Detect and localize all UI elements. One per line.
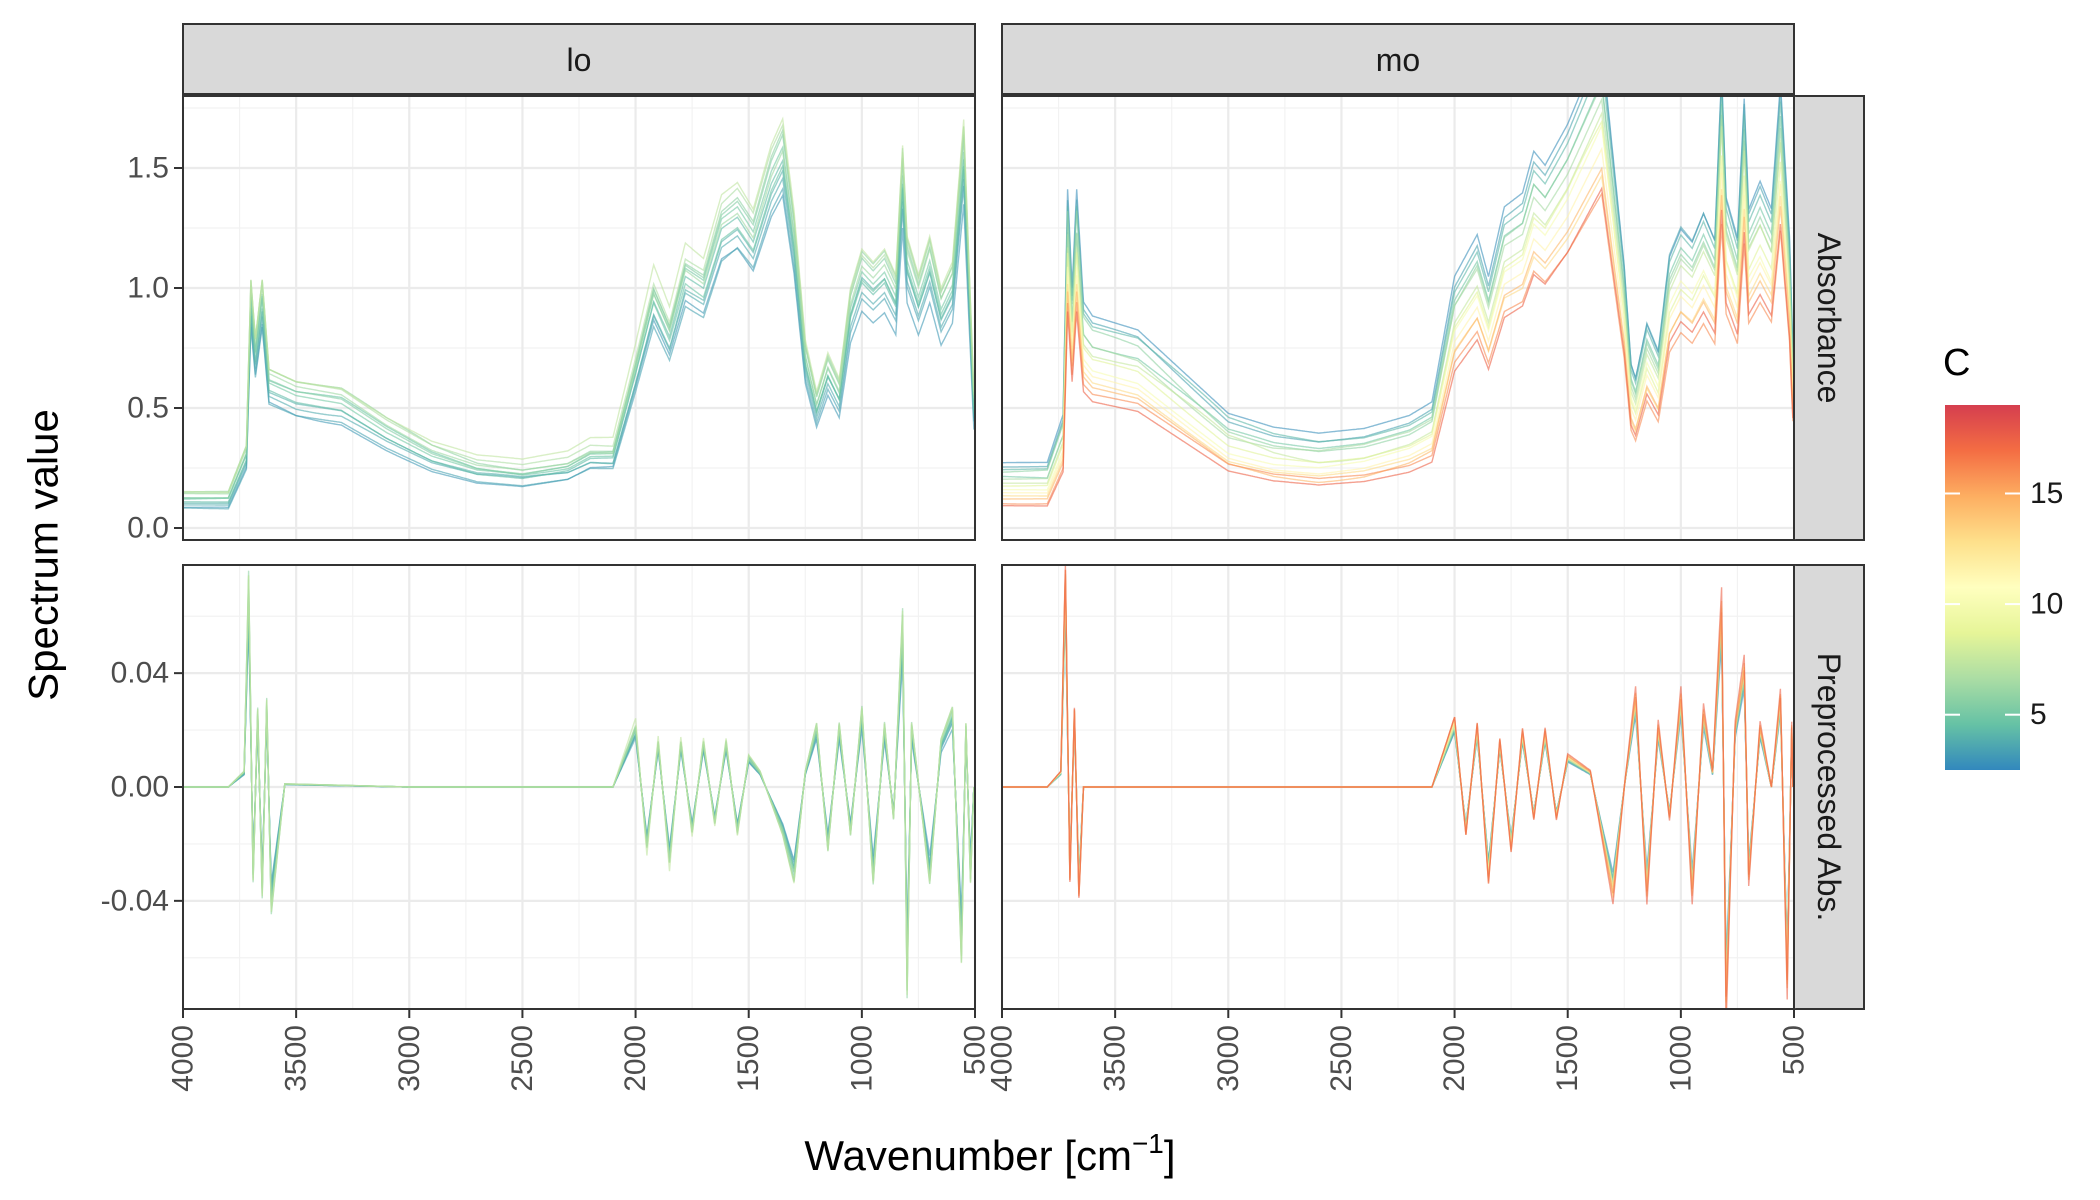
spectrum-line [1002, 111, 1794, 484]
y-tick-label: 0.04 [111, 657, 169, 690]
x-tick-label: 3000 [393, 1025, 426, 1092]
spectra-lines [183, 116, 975, 510]
y-tick-label: -0.04 [101, 884, 169, 917]
panel-mo-absorbance [1000, 95, 1796, 541]
spectrum-line [1002, 119, 1794, 487]
strip-column-mo: mo [1001, 23, 1795, 95]
legend-tick-label: 5 [2030, 698, 2047, 731]
panel-lo-absorbance [181, 95, 977, 541]
spectrum-line [183, 185, 975, 510]
panel-mo-preprocessed [1000, 564, 1796, 1010]
spectrum-line [1002, 96, 1794, 471]
panel-border [1001, 95, 1795, 541]
spectrum-line [1002, 565, 1794, 1009]
y-axis-ticks: 0.0 0.5 1.0 1.5 -0.04 0.00 0.04 [101, 152, 183, 917]
x-tick-label: 4000 [167, 1025, 200, 1092]
spectrum-line [183, 134, 975, 495]
strip-column-lo: lo [182, 23, 976, 95]
spectrum-line [183, 116, 975, 493]
x-tick-label: 3500 [280, 1025, 313, 1092]
legend-tick-label: 15 [2030, 477, 2063, 510]
colorbar [1945, 405, 2020, 770]
x-axis-title: Wavenumber [cm−1] [804, 1128, 1175, 1179]
strip-row-preprocessed: Preprocessed Abs. [1793, 564, 1865, 1010]
panel-lo-preprocessed [181, 564, 977, 1010]
x-tick-label: 2500 [1325, 1025, 1358, 1092]
facet-label-lo: lo [567, 42, 592, 78]
panels [181, 95, 1796, 1010]
spectrum-line [1002, 186, 1794, 507]
facet-label-absorbance: Absorbance [1811, 233, 1847, 404]
x-tick-label: 3000 [1212, 1025, 1245, 1092]
x-tick-label: 1500 [1551, 1025, 1584, 1092]
y-axis-title: Spectrum value [20, 409, 67, 701]
x-tick-label: 500 [1778, 1025, 1811, 1075]
x-tick-label: 1000 [1664, 1025, 1697, 1092]
legend-tick-label: 10 [2030, 588, 2063, 621]
y-tick-label: 0.0 [127, 512, 169, 545]
y-tick-label: 1.0 [127, 272, 169, 305]
spectrum-line [183, 575, 975, 996]
spectra-lines [1002, 565, 1794, 1009]
x-tick-label: 500 [959, 1025, 992, 1075]
facet-label-mo: mo [1376, 42, 1420, 78]
x-tick-label: 1000 [845, 1025, 878, 1092]
x-tick-label: 2000 [1438, 1025, 1471, 1092]
x-tick-label: 1500 [732, 1025, 765, 1092]
x-tick-label: 3500 [1099, 1025, 1132, 1092]
x-tick-label: 4000 [986, 1025, 1019, 1092]
facet-label-preprocessed: Preprocessed Abs. [1811, 653, 1847, 922]
legend-title: C [1943, 342, 1970, 384]
panel-border [182, 95, 976, 541]
x-tick-label: 2000 [619, 1025, 652, 1092]
y-tick-label: 1.5 [127, 152, 169, 185]
spectrum-line [1002, 123, 1794, 491]
spectrum-line [1002, 146, 1794, 494]
color-legend: C 5 10 15 [1943, 342, 2063, 770]
spectra-lines [1002, 96, 1794, 507]
y-tick-label: 0.5 [127, 392, 169, 425]
spectrum-line [1002, 191, 1794, 505]
strip-row-absorbance: Absorbance [1793, 95, 1865, 541]
spectra-lines [183, 570, 975, 999]
spectrum-line [1002, 166, 1794, 500]
panel-border [1001, 564, 1795, 1010]
x-tick-label: 2500 [506, 1025, 539, 1092]
y-tick-label: 0.00 [111, 771, 169, 804]
